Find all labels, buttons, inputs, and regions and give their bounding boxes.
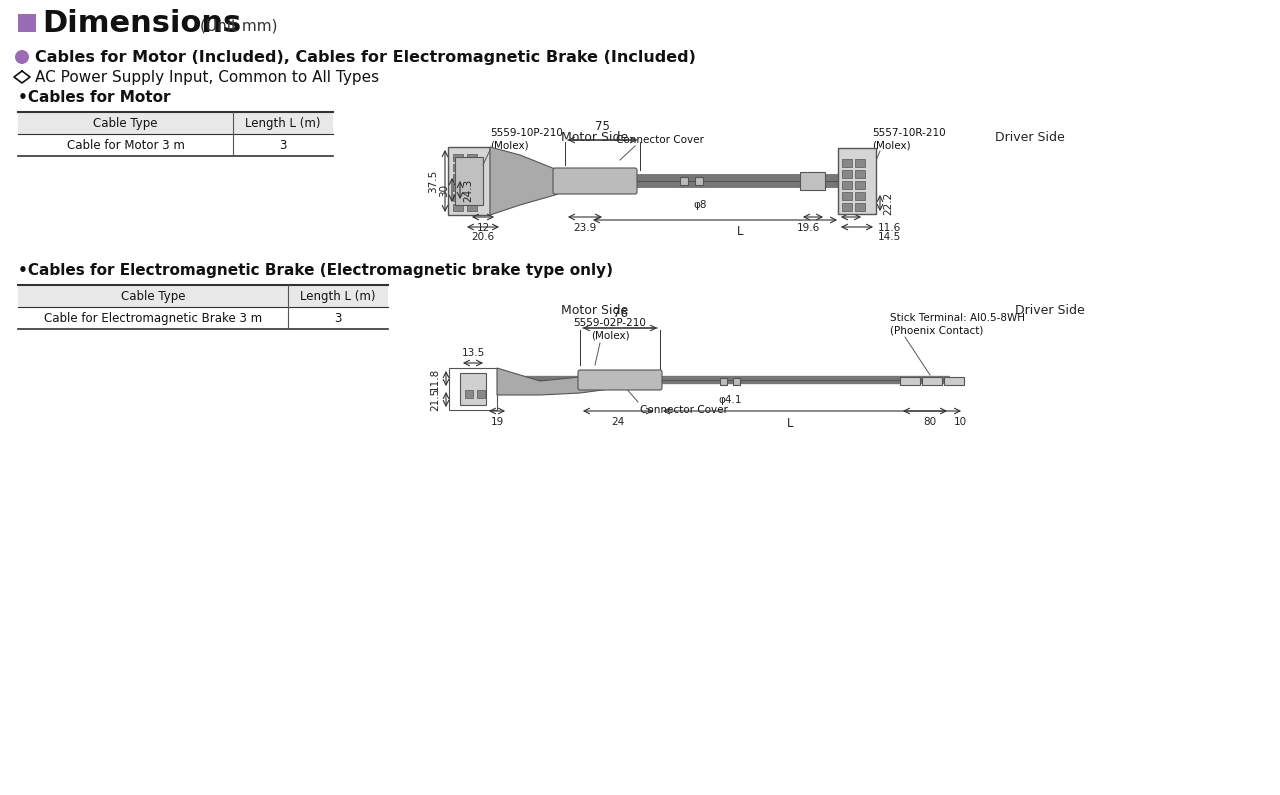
Bar <box>922 377 942 385</box>
Text: 3: 3 <box>334 312 342 324</box>
Text: Length L (m): Length L (m) <box>301 289 376 303</box>
Bar <box>467 164 477 171</box>
Bar <box>842 170 852 178</box>
Bar <box>467 204 477 211</box>
Bar <box>855 181 865 189</box>
Bar <box>945 377 964 385</box>
Text: 11.8: 11.8 <box>430 367 440 390</box>
Text: 75: 75 <box>595 120 609 133</box>
Bar <box>448 147 490 215</box>
Bar <box>733 378 740 385</box>
Text: 21.5: 21.5 <box>430 387 440 411</box>
Text: 76: 76 <box>613 307 627 320</box>
Text: Cable for Electromagnetic Brake 3 m: Cable for Electromagnetic Brake 3 m <box>44 312 262 324</box>
Text: Motor Side: Motor Side <box>562 304 628 316</box>
Text: Dimensions: Dimensions <box>42 9 241 37</box>
Text: 5559-02P-210
(Molex): 5559-02P-210 (Molex) <box>573 319 646 340</box>
Text: Cable for Motor 3 m: Cable for Motor 3 m <box>67 138 184 152</box>
Bar <box>855 203 865 211</box>
Bar <box>842 159 852 167</box>
Text: Driver Side: Driver Side <box>1015 304 1085 316</box>
Text: (Unit mm): (Unit mm) <box>200 18 278 33</box>
Text: 19.6: 19.6 <box>796 223 819 233</box>
Bar <box>454 157 483 205</box>
Text: 5559-10P-210
(Molex): 5559-10P-210 (Molex) <box>490 129 563 150</box>
Bar <box>453 164 463 171</box>
Text: •Cables for Motor: •Cables for Motor <box>18 90 170 104</box>
Bar <box>460 373 486 405</box>
Text: 37.5: 37.5 <box>428 169 438 192</box>
Bar <box>467 194 477 201</box>
Bar <box>842 192 852 200</box>
Text: 3: 3 <box>279 138 287 152</box>
Bar <box>453 204 463 211</box>
Text: φ4.1: φ4.1 <box>718 395 741 405</box>
Text: 20.6: 20.6 <box>471 232 494 242</box>
Bar <box>855 170 865 178</box>
Polygon shape <box>497 368 611 395</box>
Bar <box>695 177 703 185</box>
Text: Motor Side: Motor Side <box>562 130 628 144</box>
FancyBboxPatch shape <box>579 370 662 390</box>
Text: Stick Terminal: AI0.5-8WH
(Phoenix Contact): Stick Terminal: AI0.5-8WH (Phoenix Conta… <box>890 313 1025 335</box>
Bar <box>18 14 36 32</box>
Text: 14.5: 14.5 <box>878 232 901 242</box>
Bar <box>18 285 388 307</box>
Text: 10: 10 <box>954 417 966 427</box>
Bar <box>449 368 497 410</box>
Text: 12: 12 <box>476 223 490 233</box>
Text: 22.2: 22.2 <box>883 192 893 215</box>
Bar <box>467 174 477 181</box>
Bar <box>467 154 477 161</box>
Bar <box>467 184 477 191</box>
Text: 5557-10R-210
(Molex): 5557-10R-210 (Molex) <box>872 129 946 150</box>
Text: L: L <box>787 417 794 430</box>
Text: Connector Cover: Connector Cover <box>616 135 704 145</box>
Text: Cables for Motor (Included), Cables for Electromagnetic Brake (Included): Cables for Motor (Included), Cables for … <box>35 49 696 64</box>
Bar <box>477 390 485 398</box>
Bar <box>453 194 463 201</box>
Text: 11.6: 11.6 <box>878 223 901 233</box>
FancyBboxPatch shape <box>553 168 637 194</box>
Text: 19: 19 <box>490 417 503 427</box>
Bar <box>453 154 463 161</box>
Text: 13.5: 13.5 <box>461 348 485 358</box>
Circle shape <box>15 50 29 64</box>
Bar <box>719 378 727 385</box>
Text: AC Power Supply Input, Common to All Types: AC Power Supply Input, Common to All Typ… <box>35 69 379 84</box>
Bar <box>855 159 865 167</box>
Text: Cable Type: Cable Type <box>120 289 186 303</box>
Bar <box>800 172 826 190</box>
Bar <box>453 184 463 191</box>
Bar <box>842 181 852 189</box>
Text: φ8: φ8 <box>694 200 707 210</box>
Bar <box>900 377 920 385</box>
Bar <box>680 177 689 185</box>
Polygon shape <box>490 147 580 215</box>
Text: 30: 30 <box>439 184 449 196</box>
Bar <box>465 390 474 398</box>
Text: Connector Cover: Connector Cover <box>640 405 728 415</box>
Text: Cable Type: Cable Type <box>93 117 157 130</box>
Text: L: L <box>737 225 744 238</box>
Text: 24: 24 <box>612 417 625 427</box>
Bar <box>838 148 876 214</box>
Text: •Cables for Electromagnetic Brake (Electromagnetic brake type only): •Cables for Electromagnetic Brake (Elect… <box>18 262 613 277</box>
Bar <box>855 192 865 200</box>
Text: Length L (m): Length L (m) <box>246 117 321 130</box>
Text: 80: 80 <box>923 417 937 427</box>
Bar <box>453 174 463 181</box>
Text: 23.9: 23.9 <box>573 223 596 233</box>
Bar <box>18 112 333 134</box>
Text: Driver Side: Driver Side <box>995 130 1065 144</box>
Bar <box>842 203 852 211</box>
Text: 24.3: 24.3 <box>463 178 474 202</box>
